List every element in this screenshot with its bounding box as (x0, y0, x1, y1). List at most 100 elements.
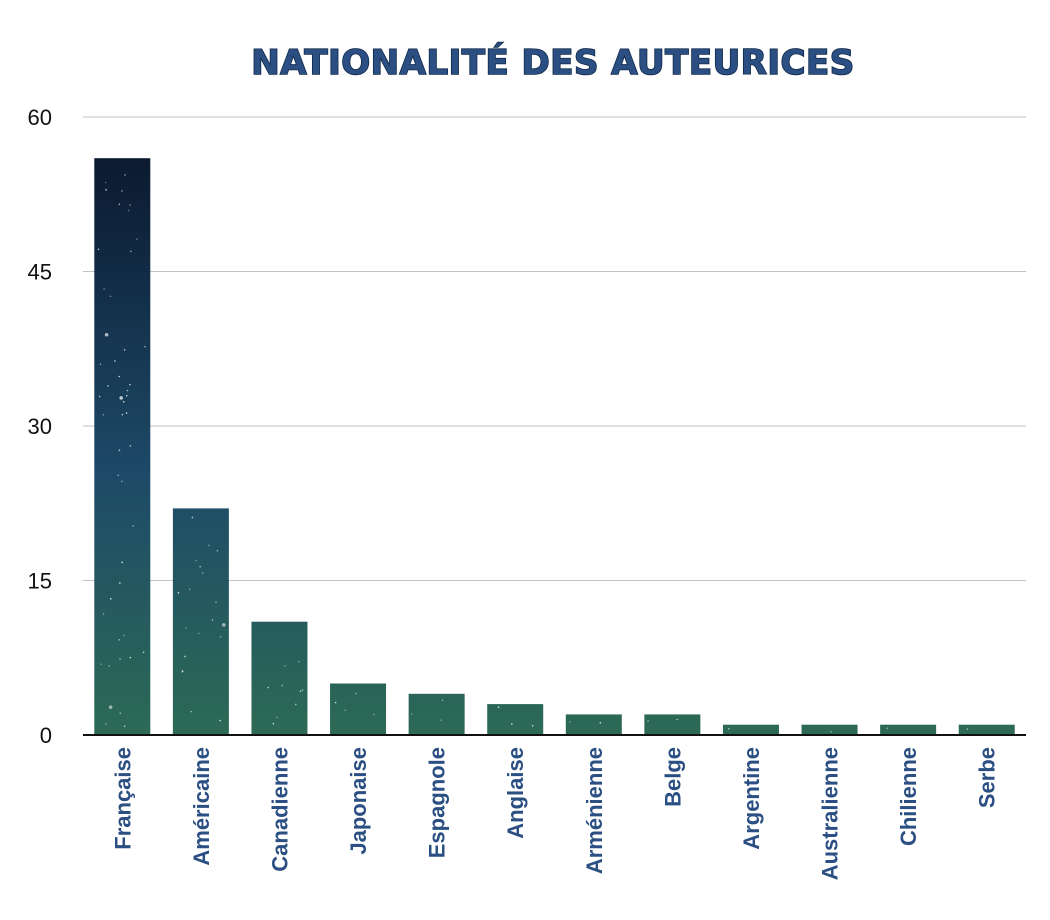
bar-star (301, 689, 304, 691)
bar-star (181, 670, 184, 672)
x-tick-label: Australienne (818, 747, 843, 880)
bar-star (119, 658, 121, 660)
bar-star (100, 663, 102, 665)
bar-star (136, 238, 138, 240)
bar-star (118, 638, 121, 641)
bar-star (334, 701, 337, 704)
bar-star (197, 632, 200, 635)
bar-star (298, 660, 300, 663)
bar-star (97, 248, 100, 251)
bar-star (99, 363, 102, 366)
x-tick-label: Anglaise (503, 747, 528, 839)
bar (565, 714, 622, 735)
bar-star (190, 710, 192, 713)
x-tick-label: Chilienne (896, 747, 921, 846)
bar-star (103, 288, 105, 290)
y-tick-label: 30 (28, 414, 52, 439)
bar-star (177, 592, 180, 594)
bar-star (219, 719, 222, 722)
bar (408, 693, 465, 735)
bar-star (121, 480, 123, 483)
bar-star (118, 375, 121, 378)
bar-star (188, 588, 191, 590)
x-tick-label: Arménienne (582, 747, 607, 874)
bar (958, 724, 1015, 735)
bar-star (129, 383, 131, 386)
y-tick-label: 60 (28, 105, 52, 130)
bar (722, 724, 779, 735)
bar-star (886, 727, 889, 730)
bar (172, 508, 229, 735)
bar-star (222, 623, 226, 627)
bar-star (108, 705, 113, 709)
bar-star (109, 295, 112, 298)
x-tick-label: Américaine (189, 747, 214, 866)
bar-star (201, 572, 204, 574)
bar-star (344, 709, 346, 712)
bar-star (215, 601, 217, 604)
bar (487, 704, 544, 735)
bar-star (727, 728, 730, 730)
bar-star (511, 722, 513, 725)
bar-star (125, 394, 128, 397)
bar-star (114, 360, 116, 362)
bar-star (441, 699, 444, 702)
y-tick-label: 15 (28, 569, 52, 594)
bar-star (123, 634, 125, 637)
bar-star (129, 445, 132, 447)
bar (94, 158, 151, 735)
bar-star (123, 348, 126, 351)
x-tick-label: Argentine (739, 747, 764, 850)
bar-star (497, 706, 500, 708)
bar-star (216, 549, 219, 552)
bar (644, 714, 701, 735)
bar-star (211, 619, 214, 621)
x-tick-label: Serbe (975, 747, 1000, 808)
x-axis-ticks: Française Américaine Canadienne Japonaise Es… (110, 747, 999, 880)
bar-star (185, 627, 187, 629)
bar-star (531, 725, 534, 727)
bar-star (121, 561, 123, 564)
bar-star (124, 174, 126, 176)
bar-star (98, 395, 101, 398)
bar-star (104, 332, 109, 337)
bar-star (676, 718, 678, 721)
bar (801, 724, 858, 735)
bar-star (132, 525, 134, 527)
bar-star (294, 703, 297, 706)
bar-star (191, 516, 194, 519)
bar-star (130, 250, 132, 253)
bar-star (284, 665, 286, 667)
bar-star (123, 725, 126, 728)
bar-star (219, 635, 222, 638)
bar-star (144, 345, 146, 348)
bar-star (568, 721, 571, 723)
bar-star (102, 413, 105, 416)
bar-star (410, 713, 413, 715)
bar-star (126, 389, 129, 392)
bar-star (121, 190, 123, 192)
bar (330, 683, 387, 735)
y-axis-ticks: 0 15 30 45 60 (28, 105, 52, 748)
bar-star (440, 719, 442, 721)
bar-star (117, 474, 120, 477)
bar-star (208, 544, 210, 547)
bar-star (647, 720, 649, 722)
bar (880, 724, 937, 735)
bar-star (142, 651, 145, 654)
bar (251, 621, 308, 735)
x-tick-label: Espagnole (425, 747, 450, 858)
bar-star (276, 716, 278, 719)
bar-star (195, 559, 197, 562)
bar-star (372, 713, 375, 716)
x-tick-label: Belge (660, 747, 685, 807)
bar-star (129, 204, 131, 206)
bar-star (119, 396, 123, 400)
bar-star (110, 598, 112, 600)
bar-stars-decoration (97, 174, 969, 733)
bar-star (119, 582, 121, 584)
bar-star (299, 690, 302, 692)
bar-star (102, 613, 105, 615)
bar-star (355, 692, 357, 695)
